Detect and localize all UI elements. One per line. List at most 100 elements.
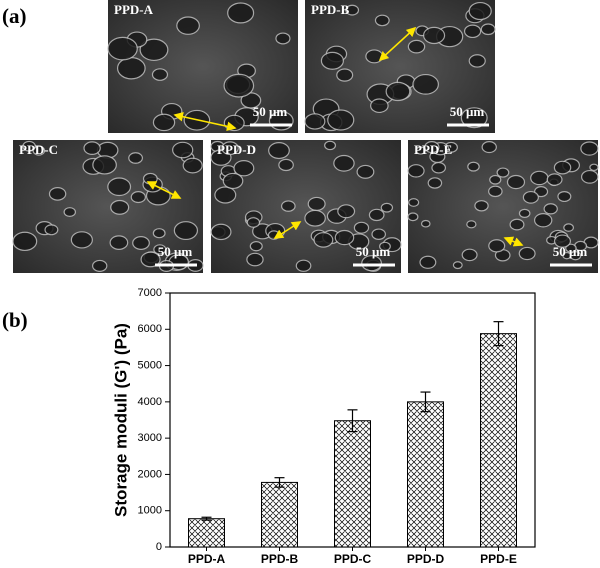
scale-label: 50 μm — [553, 244, 588, 259]
pore — [173, 221, 199, 241]
pore — [320, 51, 345, 70]
pore — [463, 24, 482, 39]
sem-image: PPD-D 50 μm — [210, 140, 402, 273]
pore — [182, 157, 203, 174]
pore — [368, 208, 385, 222]
pore — [307, 196, 326, 212]
pore — [107, 177, 132, 197]
pore — [422, 26, 446, 45]
pore — [334, 229, 355, 246]
y-tick-label: 6000 — [138, 323, 162, 335]
pore — [385, 81, 411, 102]
pore — [92, 155, 117, 175]
pore — [128, 152, 144, 164]
pore — [295, 259, 312, 272]
pore — [278, 158, 294, 172]
pore — [489, 174, 502, 185]
pore — [223, 73, 255, 98]
y-tick-label: 4000 — [138, 396, 162, 408]
pore — [151, 68, 169, 81]
pore — [333, 154, 355, 172]
pore — [557, 190, 572, 203]
image-label: PPD-B — [311, 2, 350, 17]
pore — [304, 113, 326, 130]
pore — [140, 251, 161, 268]
error-bar — [274, 477, 285, 488]
pore — [546, 173, 563, 186]
pore — [249, 241, 263, 252]
pore — [214, 186, 237, 204]
pore — [356, 164, 375, 179]
bar — [480, 333, 517, 548]
pore — [518, 208, 531, 218]
pore — [467, 161, 480, 172]
pore — [345, 4, 360, 16]
error-bar — [347, 409, 358, 433]
x-tick-label: PPD-A — [188, 552, 226, 566]
pore — [415, 146, 426, 155]
bar — [261, 481, 298, 548]
arrow — [273, 221, 302, 239]
pore — [380, 202, 394, 213]
pore — [116, 57, 146, 80]
pore — [461, 248, 478, 262]
image-label: PPD-E — [414, 142, 452, 157]
sem-image: PPD-A 50 μm — [107, 0, 298, 133]
pore — [565, 243, 577, 253]
pore — [468, 54, 486, 68]
pore — [336, 68, 354, 82]
y-tick-label: 2000 — [138, 468, 162, 480]
pore — [210, 223, 232, 241]
scale-label: 50 μm — [356, 244, 391, 259]
pore — [172, 141, 194, 159]
pore — [466, 220, 477, 229]
panel-label: (a) — [2, 4, 27, 28]
pore — [12, 231, 38, 252]
y-tick-label: 3000 — [138, 432, 162, 444]
pore — [506, 174, 526, 190]
pore — [543, 203, 558, 215]
pore — [152, 228, 166, 239]
pore — [246, 217, 261, 228]
pore — [92, 259, 108, 272]
pore — [480, 23, 496, 36]
pore — [361, 255, 382, 272]
pore — [313, 232, 334, 248]
pore — [275, 32, 291, 45]
pore — [371, 228, 387, 240]
pore — [22, 140, 36, 152]
pore — [153, 244, 167, 255]
pore — [139, 38, 169, 62]
pore — [152, 113, 176, 132]
pore — [530, 170, 549, 186]
pore — [569, 251, 582, 261]
pore — [460, 107, 488, 129]
pore — [408, 198, 420, 207]
pore — [268, 142, 290, 160]
error-bar — [493, 321, 504, 347]
scale-label: 50 μm — [158, 244, 193, 259]
arrow — [378, 26, 417, 62]
pore — [221, 141, 239, 156]
pore — [468, 1, 492, 21]
y-tick-label: 5000 — [138, 359, 162, 371]
pore — [48, 186, 67, 201]
y-tick-label: 7000 — [138, 287, 162, 299]
pore — [176, 16, 200, 35]
arrow — [146, 181, 182, 199]
pore — [407, 212, 419, 222]
x-tick-label: PPD-B — [261, 552, 299, 566]
sem-image: PPD-E 50 μm — [407, 140, 599, 273]
pore — [32, 145, 46, 156]
pore — [227, 2, 255, 24]
error-bar — [201, 516, 212, 521]
pore — [280, 200, 296, 212]
pore — [481, 141, 497, 154]
pore — [109, 235, 129, 250]
pore — [353, 221, 370, 234]
scale-label: 50 μm — [450, 104, 485, 119]
panel-label: (b) — [2, 308, 28, 332]
y-tick-label: 1000 — [138, 505, 162, 517]
pore — [452, 261, 463, 270]
pore — [304, 209, 326, 227]
